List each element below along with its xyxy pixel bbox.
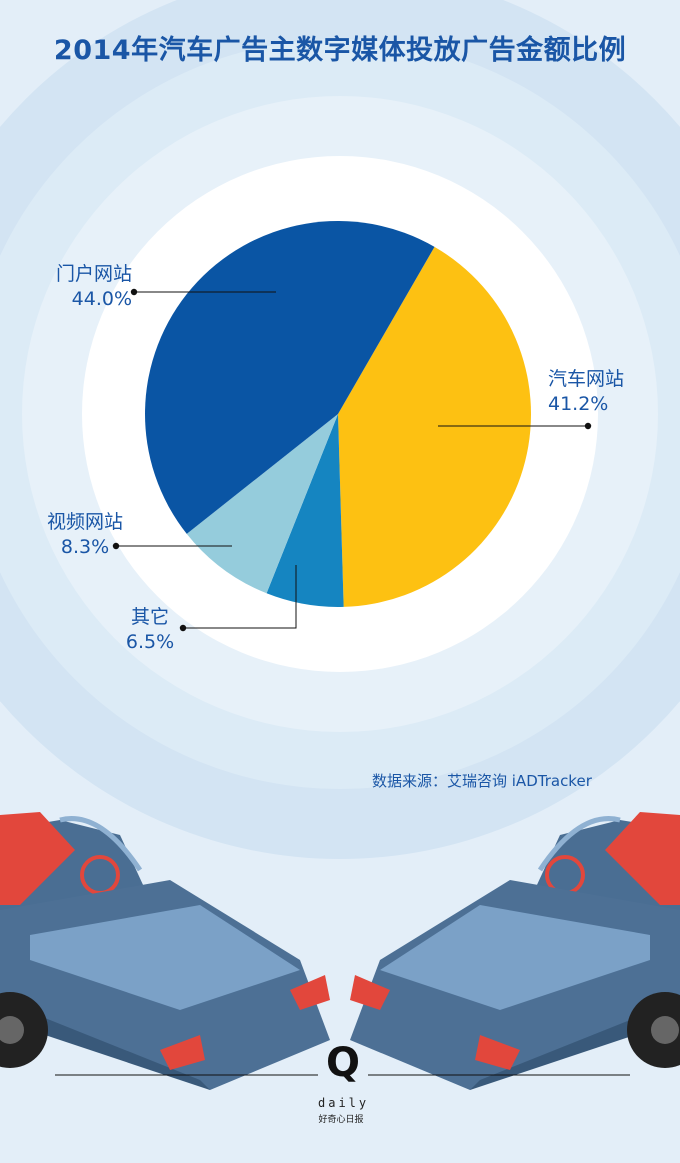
brand-logo-word: daily bbox=[318, 1096, 370, 1110]
pie-slice-auto bbox=[338, 246, 532, 607]
label-auto-name: 汽车网站 bbox=[548, 368, 625, 390]
left-car-illustration bbox=[0, 812, 330, 1090]
chart-title: 2014年汽车广告主数字媒体投放广告金额比例 bbox=[53, 35, 627, 66]
brand-logo-letter: Q bbox=[326, 1040, 361, 1086]
label-other-name: 其它 bbox=[130, 606, 169, 628]
pie-slice-video bbox=[186, 414, 338, 594]
source-note: 数据来源：艾瑞咨询 iADTracker bbox=[372, 772, 592, 790]
label-other-value: 6.5% bbox=[125, 631, 175, 653]
brand-logo-tagline: 好奇心日报 bbox=[318, 1115, 364, 1125]
pie-slice-other bbox=[266, 414, 344, 608]
leader-other-dot bbox=[179, 624, 187, 632]
pie-slice-portal bbox=[145, 221, 435, 534]
label-other: 其它 6.5% bbox=[110, 605, 190, 655]
right-car-illustration bbox=[350, 812, 680, 1090]
leader-other-line bbox=[183, 565, 297, 629]
label-portal-value: 44.0% bbox=[71, 288, 132, 310]
leader-video-dot bbox=[112, 542, 120, 550]
label-video: 视频网站 8.3% bbox=[30, 510, 140, 560]
leader-portal-dot bbox=[130, 288, 138, 296]
label-auto: 汽车网站 41.2% bbox=[548, 367, 624, 417]
label-video-value: 8.3% bbox=[60, 536, 110, 558]
label-auto-value: 41.2% bbox=[548, 393, 609, 415]
label-video-name: 视频网站 bbox=[46, 511, 123, 533]
label-portal-name: 门户网站 bbox=[55, 263, 132, 285]
label-portal: 门户网站 44.0% bbox=[20, 262, 132, 312]
leader-auto-dot bbox=[584, 422, 592, 430]
